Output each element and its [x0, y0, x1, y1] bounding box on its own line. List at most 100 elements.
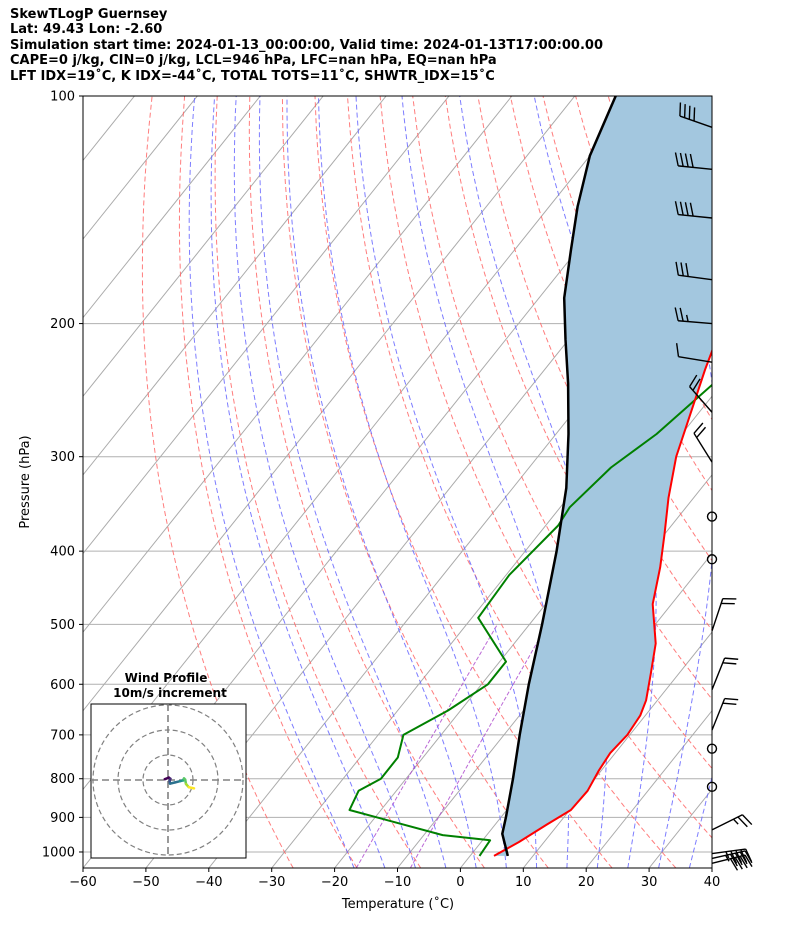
- mixing-ratio-line: [355, 624, 498, 868]
- barb-flag: [683, 104, 686, 118]
- hodograph-inset: Wind Profile 10m/s increment: [90, 671, 247, 859]
- dry-adiabat-line: [281, 96, 549, 868]
- x-tick-label: −20: [321, 875, 348, 890]
- wind-barb: [679, 102, 713, 128]
- barb-flag: [675, 261, 679, 276]
- barb-flag: [689, 153, 694, 168]
- x-axis-label: Temperature (˚C): [341, 896, 454, 912]
- isotherm-line: [0, 96, 72, 868]
- barb-half-flag: [725, 851, 730, 859]
- barb-flag: [735, 850, 743, 864]
- barb-staff: [678, 355, 713, 363]
- moist-adiabat-line: [286, 96, 477, 868]
- wind-barb: [711, 848, 753, 864]
- wind-barb: [711, 657, 739, 690]
- y-tick-label: 800: [50, 772, 75, 787]
- axes: −60 −50 −40 −30 −20 −10 0 10 20 30 40 100 200 300 400 5…: [42, 90, 720, 891]
- barb-flag: [729, 853, 738, 867]
- dry-adiabat-line: [771, 96, 794, 868]
- isotherm-line: [83, 96, 261, 319]
- barb-flag: [741, 814, 753, 826]
- y-tick-label: 600: [50, 678, 75, 693]
- dry-adiabat-line: [178, 96, 358, 868]
- dry-adiabat-line: [444, 96, 712, 701]
- barb-staff: [678, 165, 713, 170]
- dry-adiabat-line: [347, 96, 677, 868]
- barb-flag: [674, 307, 679, 321]
- dry-adiabat-line: [141, 96, 294, 868]
- barb-half-flag: [685, 314, 689, 322]
- wind-barb: [674, 201, 713, 219]
- hodograph-subtitle: 10m/s increment: [113, 686, 227, 700]
- dry-adiabat-line: [739, 96, 794, 868]
- barb-flag: [674, 201, 679, 215]
- wind-barb: [675, 343, 713, 363]
- wind-barb: [674, 152, 713, 170]
- dry-adiabat-line: [705, 96, 712, 114]
- barb-flag: [693, 422, 704, 434]
- y-tick-label: 300: [50, 450, 75, 465]
- barb-flag: [740, 849, 748, 863]
- dewpoint-line: [348, 383, 712, 857]
- barb-staff: [689, 386, 713, 413]
- wind-barb: [675, 261, 713, 281]
- x-tick-label: 20: [578, 875, 595, 890]
- isotherm-line: [522, 631, 712, 868]
- barb-flag: [724, 657, 739, 660]
- barb-flag: [675, 343, 680, 357]
- barb-flag: [679, 152, 684, 167]
- barb-flag: [688, 105, 691, 120]
- wind-barb: [693, 422, 713, 463]
- x-tick-label: 30: [641, 875, 658, 890]
- barb-flag: [696, 426, 707, 438]
- barb-flag: [689, 374, 698, 388]
- x-tick-label: −30: [258, 875, 285, 890]
- barb-flag: [680, 262, 684, 277]
- chart-title: SkewTLogP Guernsey: [10, 7, 168, 22]
- barb-staff: [678, 213, 713, 219]
- x-tick-label: −10: [384, 875, 411, 890]
- barb-flag: [679, 307, 684, 322]
- chart-header: SkewTLogP Guernsey Lat: 49.43 Lon: -2.60…: [10, 7, 780, 84]
- barb-flag: [692, 378, 701, 391]
- isotherm-line: [83, 96, 513, 633]
- dry-adiabat-line: [379, 96, 712, 839]
- barb-staff: [711, 850, 746, 860]
- barb-flag: [722, 702, 737, 706]
- barb-staff: [711, 698, 726, 731]
- barb-flag: [737, 816, 748, 828]
- barb-flag: [724, 697, 739, 701]
- parcel-profile-line: [501, 96, 617, 857]
- barb-flag: [684, 153, 689, 168]
- x-tick-label: 10: [515, 875, 532, 890]
- barb-staff: [678, 274, 713, 281]
- barb-flag: [693, 107, 696, 122]
- isotherm-line: [585, 709, 712, 868]
- moist-adiabat-line: [355, 96, 538, 868]
- y-tick-label: 400: [50, 545, 75, 560]
- location-text: Lat: 49.43 Lon: -2.60: [10, 22, 163, 38]
- barb-flag: [739, 855, 748, 869]
- barb-flag: [679, 201, 684, 216]
- barb-flag: [684, 202, 689, 216]
- wind-barb: [711, 697, 739, 731]
- barb-staff: [711, 848, 746, 855]
- y-axis-label: Pressure (hPa): [18, 435, 33, 528]
- wind-barb: [711, 814, 753, 831]
- barb-staff: [679, 115, 713, 128]
- barb-flag: [689, 202, 694, 217]
- barb-flag: [685, 263, 689, 277]
- barb-flag: [734, 852, 743, 866]
- dry-adiabat-line: [575, 96, 712, 421]
- barb-half-flag: [732, 818, 739, 825]
- x-tick-label: −60: [69, 875, 96, 890]
- moist-adiabat-line: [318, 96, 507, 868]
- isotherm-line: [83, 96, 387, 476]
- barb-flag: [730, 850, 738, 864]
- lifted-indices-text: LFT IDX=19˚C, K IDX=-44˚C, TOTAL TOTS=11…: [10, 68, 495, 84]
- dry-adiabat-line: [214, 96, 422, 868]
- wind-barb: [689, 374, 713, 413]
- isotherm-line: [83, 96, 576, 712]
- wind-barbs: [674, 102, 753, 871]
